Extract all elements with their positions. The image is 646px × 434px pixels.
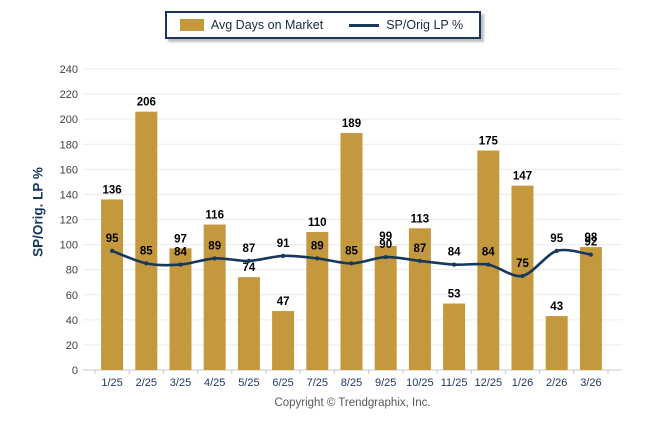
legend-label-avg-days: Avg Days on Market — [210, 18, 324, 32]
svg-text:12/25: 12/25 — [475, 377, 503, 389]
svg-text:0: 0 — [72, 365, 78, 377]
chart-legend: Avg Days on Market SP/Orig LP % — [0, 11, 646, 39]
svg-text:200: 200 — [60, 114, 78, 126]
svg-text:2/25: 2/25 — [136, 377, 157, 389]
svg-text:84: 84 — [448, 247, 461, 259]
svg-text:110: 110 — [308, 217, 327, 229]
svg-text:6/25: 6/25 — [272, 377, 293, 389]
svg-text:8/25: 8/25 — [341, 377, 362, 389]
svg-text:180: 180 — [60, 139, 78, 151]
svg-text:100: 100 — [60, 240, 78, 252]
svg-text:10/25: 10/25 — [406, 377, 434, 389]
svg-text:53: 53 — [448, 289, 461, 301]
legend-item-avg-days: Avg Days on Market — [179, 18, 324, 32]
svg-text:1/26: 1/26 — [512, 377, 533, 389]
svg-text:140: 140 — [60, 189, 78, 201]
svg-text:5/25: 5/25 — [238, 377, 259, 389]
svg-text:87: 87 — [414, 243, 427, 255]
legend-box: Avg Days on Market SP/Orig LP % — [164, 11, 482, 39]
svg-text:95: 95 — [550, 233, 563, 245]
svg-text:220: 220 — [60, 89, 78, 101]
svg-text:113: 113 — [411, 213, 430, 225]
svg-text:85: 85 — [140, 245, 153, 257]
svg-text:89: 89 — [208, 240, 221, 252]
svg-text:189: 189 — [342, 118, 361, 130]
svg-text:206: 206 — [137, 97, 156, 109]
svg-text:147: 147 — [513, 171, 532, 183]
line-legend-swatch-icon — [349, 23, 380, 27]
svg-text:87: 87 — [243, 243, 256, 255]
svg-text:75: 75 — [516, 258, 529, 270]
svg-text:97: 97 — [174, 233, 187, 245]
svg-text:40: 40 — [66, 315, 78, 327]
bar-legend-swatch-icon — [179, 19, 204, 31]
svg-text:2/26: 2/26 — [546, 377, 567, 389]
svg-text:136: 136 — [103, 184, 122, 196]
svg-text:175: 175 — [479, 136, 499, 148]
svg-text:92: 92 — [585, 237, 598, 249]
svg-text:7/25: 7/25 — [307, 377, 328, 389]
svg-text:116: 116 — [205, 210, 224, 222]
svg-text:80: 80 — [66, 265, 78, 277]
svg-text:3/26: 3/26 — [580, 377, 601, 389]
svg-text:85: 85 — [345, 245, 358, 257]
svg-text:3/25: 3/25 — [170, 377, 191, 389]
copyright-text: Copyright © Trendgraphix, Inc. — [274, 397, 431, 409]
svg-text:91: 91 — [277, 238, 290, 250]
svg-text:160: 160 — [60, 164, 78, 176]
svg-text:95: 95 — [106, 233, 119, 245]
svg-text:1/25: 1/25 — [101, 377, 122, 389]
svg-text:84: 84 — [482, 247, 495, 259]
svg-text:90: 90 — [379, 239, 392, 251]
legend-label-sp-orig-lp: SP/Orig LP % — [386, 18, 464, 32]
legend-item-sp-orig-lp: SP/Orig LP % — [349, 18, 463, 32]
svg-text:43: 43 — [550, 301, 563, 313]
svg-text:89: 89 — [311, 240, 324, 252]
svg-text:74: 74 — [243, 262, 256, 274]
svg-text:84: 84 — [174, 247, 187, 259]
svg-text:47: 47 — [277, 296, 290, 308]
svg-text:99: 99 — [379, 231, 392, 243]
svg-text:98: 98 — [585, 232, 598, 244]
svg-text:11/25: 11/25 — [441, 377, 468, 389]
svg-text:240: 240 — [60, 64, 78, 76]
svg-text:20: 20 — [66, 340, 78, 352]
svg-text:4/25: 4/25 — [204, 377, 225, 389]
svg-text:9/25: 9/25 — [375, 377, 396, 389]
svg-text:60: 60 — [66, 290, 78, 302]
svg-text:120: 120 — [60, 215, 78, 227]
